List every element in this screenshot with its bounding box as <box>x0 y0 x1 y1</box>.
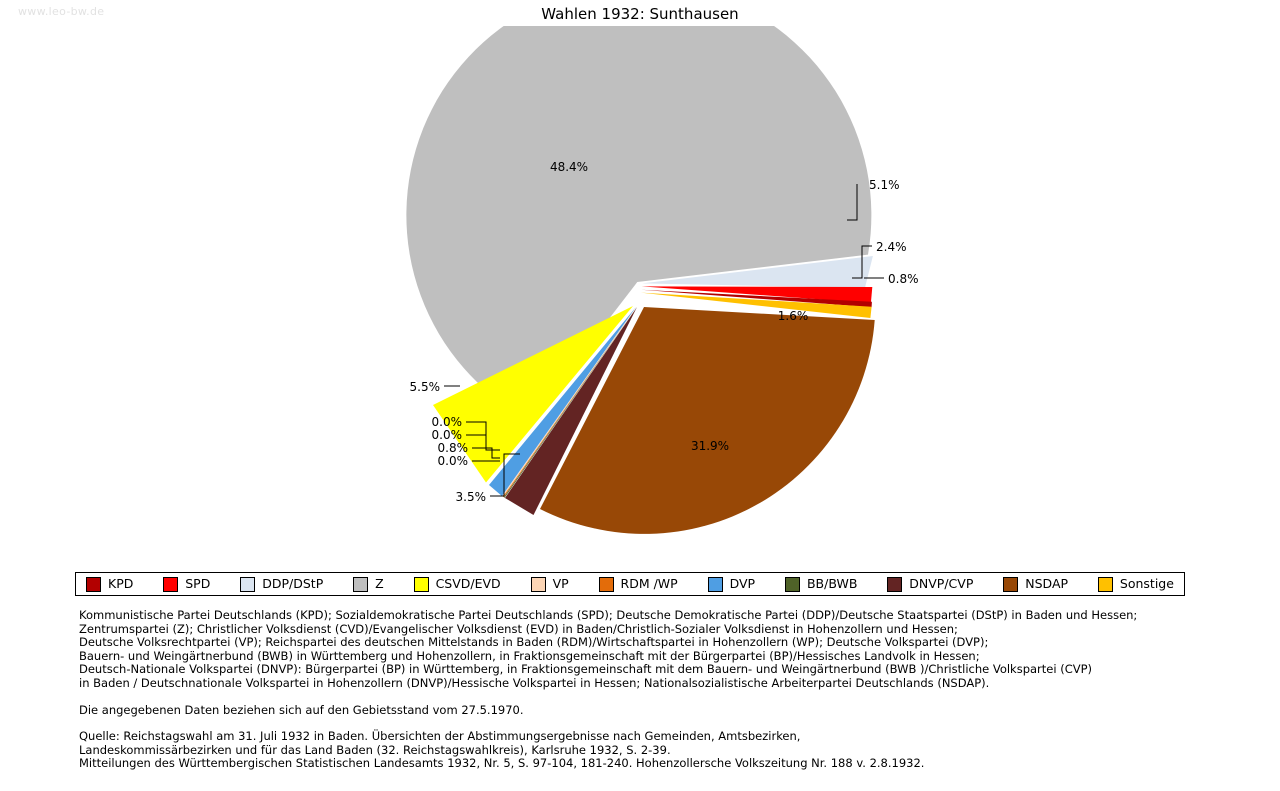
pie-label-dnvp: 3.5% <box>456 490 487 504</box>
note-source: Quelle: Reichstagswahl am 31. Juli 1932 … <box>79 730 1259 771</box>
leader-bb <box>466 421 500 451</box>
legend-item-label: KPD <box>108 575 134 591</box>
note-line: Mitteilungen des Württembergischen Stati… <box>79 756 925 771</box>
pie-slice-ddp[interactable] <box>642 256 873 288</box>
pie-chart: 48.4% 31.9% 1.6% 5.1% 2.4% 0.8% 5.5% 0.0… <box>0 26 1280 556</box>
note-line: Bauern- und Weingärtnerbund (BWB) in Wür… <box>79 648 980 663</box>
pie-label-dvp: 0.8% <box>438 441 469 455</box>
page-title: Wahlen 1932: Sunthausen <box>541 5 739 23</box>
legend-swatch-icon <box>353 576 369 592</box>
leader-dvp <box>472 447 500 459</box>
legend-swatch-icon <box>1003 576 1019 592</box>
pie-label-csvd: 5.5% <box>410 380 441 394</box>
pie-chart-svg: 48.4% 31.9% 1.6% 5.1% 2.4% 0.8% 5.5% 0.0… <box>406 26 919 534</box>
pie-slice-csvd[interactable] <box>433 306 633 483</box>
legend-item-label: CSVD/EVD <box>435 575 501 591</box>
legend-swatch-icon <box>163 576 179 592</box>
note-line: Zentrumspartei (Z); Christlicher Volksdi… <box>79 621 958 636</box>
legend-swatch-icon <box>1097 576 1113 592</box>
pie-slice-vp[interactable] <box>502 307 637 497</box>
leader-dnvp <box>490 453 520 497</box>
pie-slice-nsdap[interactable] <box>540 307 875 534</box>
legend-item-label: DNVP/CVP <box>909 575 974 591</box>
pie-label-ddp: 5.1% <box>869 178 900 192</box>
legend-swatch-icon <box>413 576 429 592</box>
legend-item-label: Z <box>375 575 384 591</box>
note-line: Landeskommissärbezirken und für das Land… <box>79 742 671 757</box>
chart-legend: KPD SPD DDP/DStP Z CSVD/EVD VP RDM /WP DVP BB/BW… <box>75 572 1185 596</box>
site-watermark: www.leo-bw.de <box>18 5 105 18</box>
pie-label-vp: 0.0% <box>438 454 469 468</box>
legend-item-vp[interactable]: VP <box>527 575 573 592</box>
leader-spd <box>852 245 872 279</box>
pie-slice-bb[interactable] <box>503 307 637 498</box>
legend-swatch-icon <box>86 576 101 592</box>
legend-item-bb-bwb[interactable]: BB/BWB <box>781 575 861 592</box>
legend-item-rdm-wp[interactable]: RDM /WP <box>595 575 682 592</box>
legend-swatch-icon <box>598 576 614 592</box>
pie-slice-z[interactable] <box>406 26 872 421</box>
pie-label-kpd: 0.8% <box>888 272 919 286</box>
legend-item-csvd-evd[interactable]: CSVD/EVD <box>410 575 505 592</box>
pie-label-nsdap: 31.9% <box>691 439 729 453</box>
note-line: Die angegebenen Daten beziehen sich auf … <box>79 702 524 717</box>
legend-item-spd[interactable]: SPD <box>159 575 214 592</box>
legend-item-z[interactable]: Z <box>349 575 388 592</box>
legend-item-label: DDP/DStP <box>262 575 324 591</box>
note-line: Quelle: Reichstagswahl am 31. Juli 1932 … <box>79 729 801 744</box>
note-parties: Kommunistische Partei Deutschlands (KPD)… <box>79 608 1259 691</box>
legend-item-label: RDM /WP <box>620 575 678 591</box>
note-line: in Baden / Deutschnationale Volkspartei … <box>79 675 990 690</box>
pie-label-sonstige: 1.6% <box>778 309 809 323</box>
legend-swatch-icon <box>887 576 903 592</box>
pie-label-spd: 2.4% <box>876 240 907 254</box>
pie-slice-sonstige[interactable] <box>640 292 872 318</box>
pie-label-bb: 0.0% <box>432 415 463 429</box>
legend-swatch-icon <box>707 576 723 592</box>
pie-label-z: 48.4% <box>550 160 588 174</box>
legend-item-kpd[interactable]: KPD <box>82 575 137 592</box>
legend-item-label: Sonstige <box>1119 575 1174 591</box>
note-line: Kommunistische Partei Deutschlands (KPD)… <box>79 608 1138 622</box>
legend-item-label: BB/BWB <box>806 575 858 591</box>
legend-item-ddp-dstp[interactable]: DDP/DStP <box>236 575 327 592</box>
note-line: Deutsche Volksrechtpartei (VP); Reichspa… <box>79 635 989 650</box>
legend-item-label: SPD <box>185 575 211 591</box>
legend-item-dvp[interactable]: DVP <box>704 575 760 592</box>
note-line: Deutsch-Nationale Volkspartei (DNVP): Bü… <box>79 662 1093 677</box>
note-territorial: Die angegebenen Daten beziehen sich auf … <box>79 702 1259 718</box>
pie-slice-dvp[interactable] <box>489 307 636 496</box>
chart-notes: Kommunistische Partei Deutschlands (KPD)… <box>79 608 1259 784</box>
legend-swatch-icon <box>784 576 800 592</box>
pie-slice-dnvp[interactable] <box>505 307 637 515</box>
leader-ddp <box>847 184 858 221</box>
pie-label-rdm: 0.0% <box>432 428 463 442</box>
legend-swatch-icon <box>530 576 546 592</box>
pie-slice-rdm[interactable] <box>503 307 637 498</box>
pie-slices <box>406 26 875 534</box>
legend-item-label: NSDAP <box>1025 575 1069 591</box>
legend-swatch-icon <box>240 576 256 592</box>
pie-slice-kpd[interactable] <box>641 289 872 308</box>
legend-item-dnvp-cvp[interactable]: DNVP/CVP <box>883 575 977 592</box>
legend-item-label: VP <box>552 575 569 591</box>
legend-item-label: DVP <box>729 575 756 591</box>
legend-item-sonstige[interactable]: Sonstige <box>1094 575 1178 592</box>
legend-item-nsdap[interactable]: NSDAP <box>999 575 1072 592</box>
